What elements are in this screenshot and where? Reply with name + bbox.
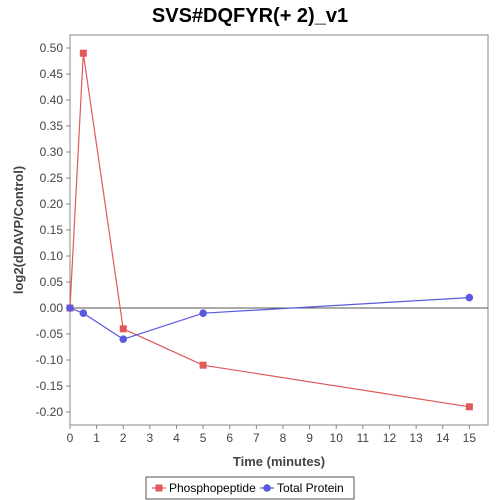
y-tick-label: 0.00 xyxy=(40,301,64,315)
y-tick-label: 0.40 xyxy=(40,93,64,107)
x-tick-label: 4 xyxy=(173,431,180,445)
x-tick-label: 7 xyxy=(253,431,260,445)
legend-marker xyxy=(263,484,271,492)
data-point xyxy=(199,361,207,369)
data-point xyxy=(465,293,474,302)
legend-label: Total Protein xyxy=(277,481,344,495)
y-tick-label: 0.45 xyxy=(40,67,64,81)
legend: Phosphopeptide Total Protein xyxy=(145,476,355,500)
y-tick-label: 0.20 xyxy=(40,197,64,211)
y-tick-label: 0.15 xyxy=(40,223,64,237)
y-tick-label: 0.25 xyxy=(40,171,64,185)
y-tick-label: 0.35 xyxy=(40,119,64,133)
data-point xyxy=(66,304,74,312)
data-point xyxy=(119,325,127,333)
x-axis-label: Time (minutes) xyxy=(233,454,325,469)
y-tick-label: -0.15 xyxy=(36,379,64,393)
legend-box xyxy=(145,476,355,500)
plot-area xyxy=(69,34,489,426)
x-tick-label: 14 xyxy=(436,431,450,445)
data-point xyxy=(199,309,207,318)
x-tick-label: 3 xyxy=(147,431,154,445)
data-point xyxy=(79,309,88,318)
y-tick-label: 0.10 xyxy=(40,249,64,263)
y-axis-label: log2(dDAVP/Control) xyxy=(11,166,26,294)
data-point xyxy=(465,403,473,411)
y-tick-label: -0.05 xyxy=(36,327,64,341)
x-tick-label: 12 xyxy=(383,431,397,445)
x-tick-label: 13 xyxy=(409,431,423,445)
data-point xyxy=(119,335,128,344)
y-axis: 0.50 0.45 0.40 0.35 0.30 0.25 0.20 0.15 0.10 0.05… xyxy=(36,41,70,419)
y-tick-label: 0.30 xyxy=(40,145,64,159)
y-tick-label: 0.05 xyxy=(40,275,64,289)
x-tick-label: 6 xyxy=(226,431,233,445)
data-point xyxy=(79,49,87,57)
y-tick-label: -0.20 xyxy=(36,405,64,419)
x-tick-label: 1 xyxy=(93,431,100,445)
x-tick-label: 8 xyxy=(280,431,287,445)
x-tick-label: 10 xyxy=(330,431,344,445)
x-tick-label: 5 xyxy=(200,431,207,445)
series-layer xyxy=(66,49,474,411)
legend-label: Phosphopeptide xyxy=(169,481,256,495)
x-tick-label: 0 xyxy=(67,431,74,445)
x-tick-label: 11 xyxy=(357,431,370,445)
y-tick-label: -0.10 xyxy=(36,353,64,367)
legend-marker xyxy=(155,484,163,492)
chart-title: SVS#DQFYR(+ 2)_v1 xyxy=(152,5,348,27)
y-tick-label: 0.50 xyxy=(40,41,64,55)
x-tick-label: 2 xyxy=(120,431,127,445)
x-tick-label: 15 xyxy=(463,431,477,445)
x-axis: 0 1 2 3 4 5 6 7 8 9 10 11 12 13 14 15 xyxy=(67,425,477,445)
x-tick-label: 9 xyxy=(306,431,313,445)
